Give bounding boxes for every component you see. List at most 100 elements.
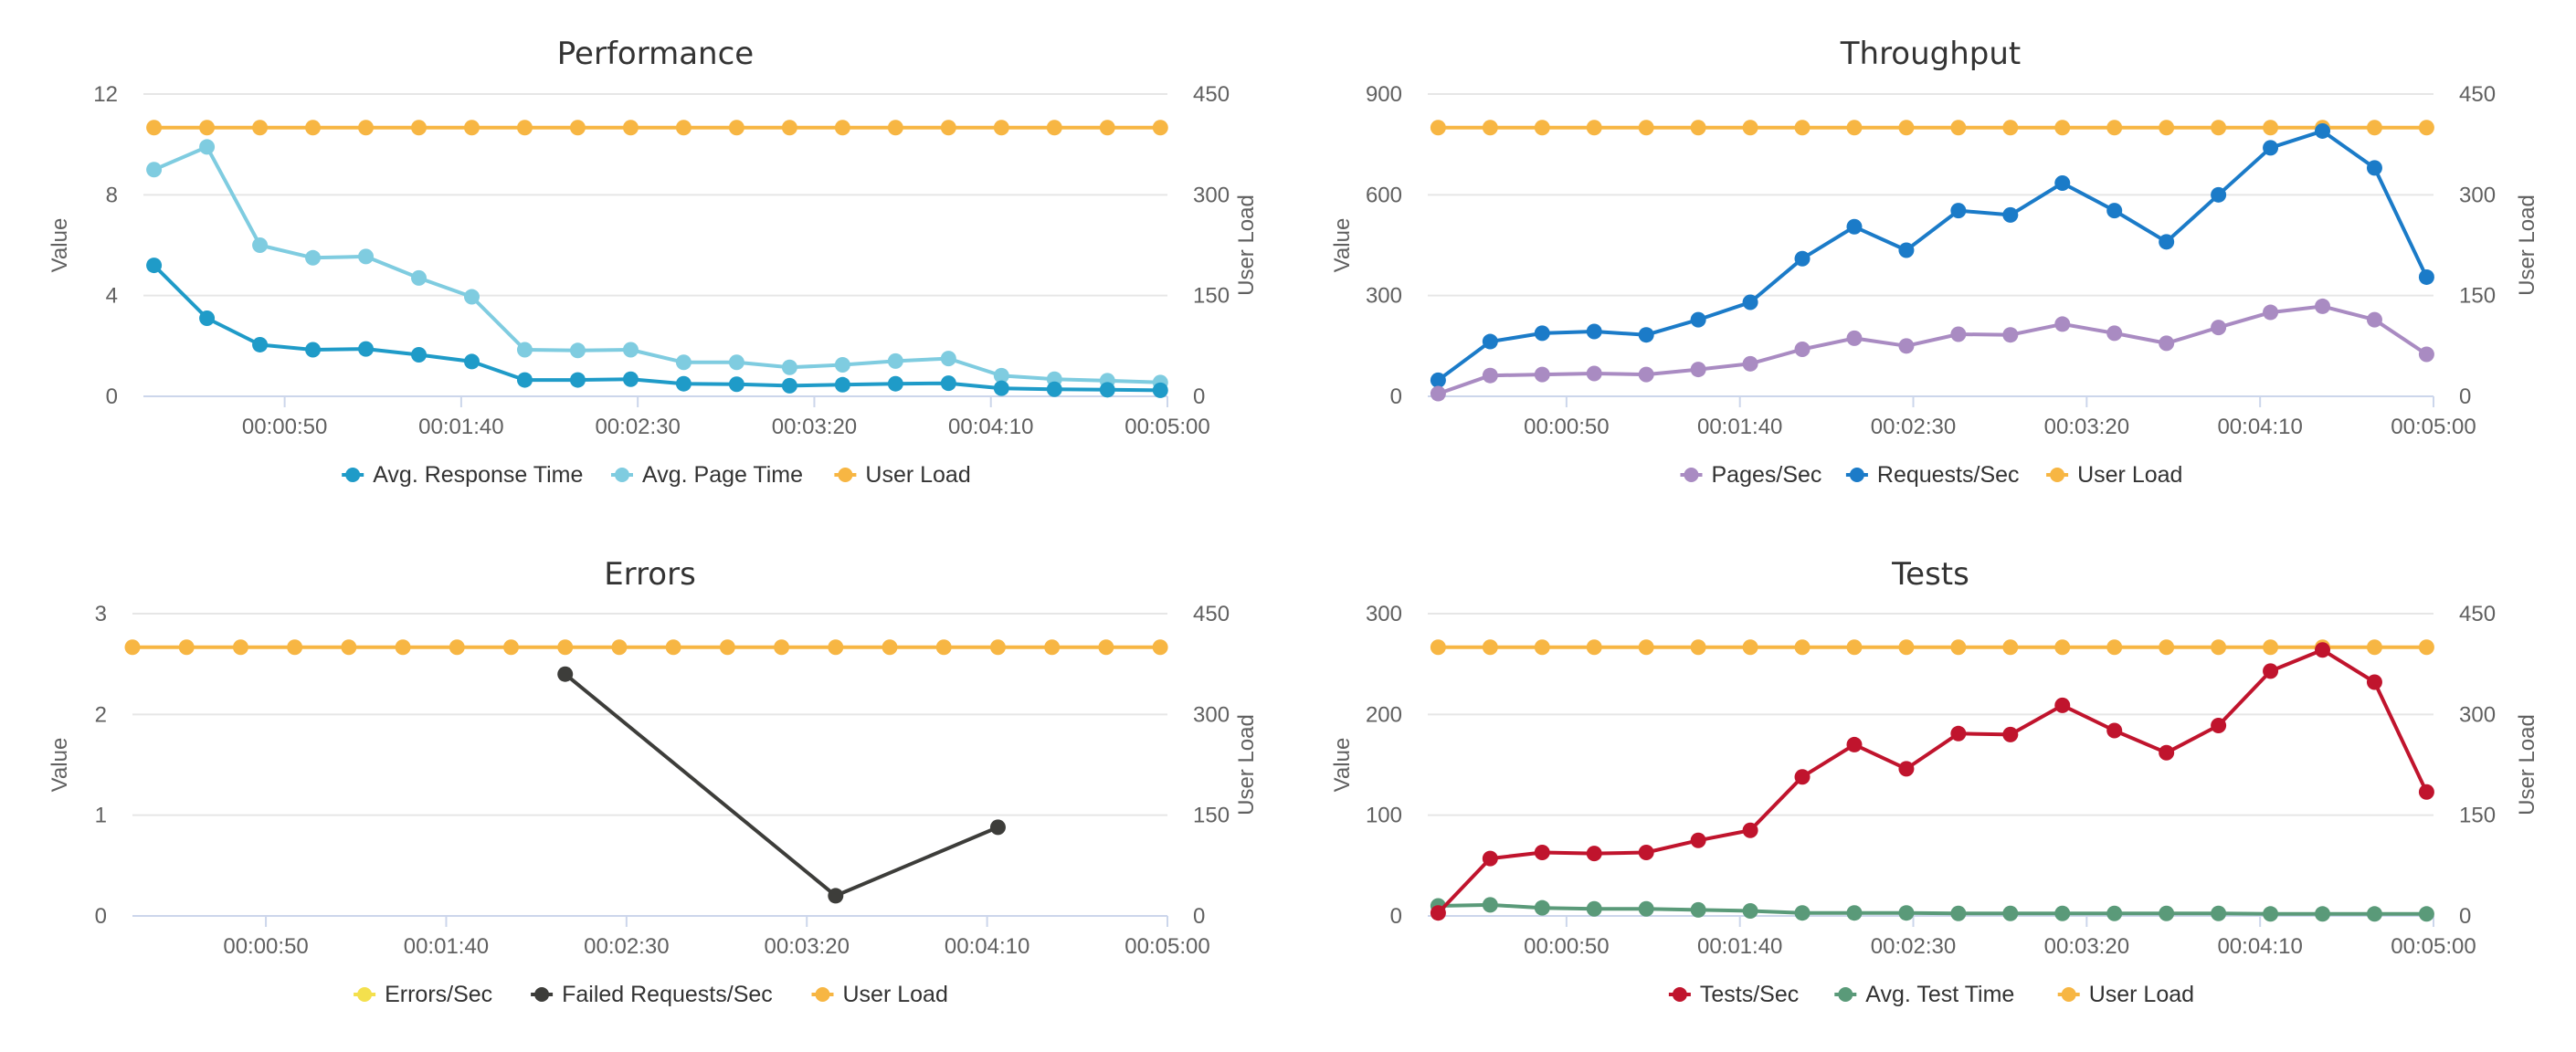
data-point[interactable] bbox=[124, 639, 141, 656]
data-point[interactable] bbox=[1152, 382, 1168, 398]
data-point[interactable] bbox=[2366, 674, 2382, 690]
data-point[interactable] bbox=[411, 269, 428, 286]
data-point[interactable] bbox=[557, 666, 574, 682]
data-point[interactable] bbox=[2211, 320, 2227, 336]
data-point[interactable] bbox=[2263, 140, 2279, 156]
data-point[interactable] bbox=[463, 353, 480, 370]
data-point[interactable] bbox=[1950, 203, 1967, 219]
data-point[interactable] bbox=[675, 375, 692, 392]
data-point[interactable] bbox=[358, 248, 375, 265]
data-point[interactable] bbox=[2159, 905, 2175, 921]
data-point[interactable] bbox=[2263, 120, 2279, 136]
data-point[interactable] bbox=[1044, 639, 1061, 656]
data-point[interactable] bbox=[1482, 333, 1498, 350]
data-point[interactable] bbox=[1794, 342, 1811, 358]
data-point[interactable] bbox=[1742, 294, 1758, 310]
data-point[interactable] bbox=[828, 639, 844, 656]
data-point[interactable] bbox=[887, 352, 903, 369]
data-point[interactable] bbox=[611, 639, 628, 656]
data-point[interactable] bbox=[665, 639, 681, 656]
legend-item-tests-sec[interactable]: Tests/Sec bbox=[1668, 982, 1799, 1007]
data-point[interactable] bbox=[2366, 639, 2382, 656]
data-point[interactable] bbox=[2002, 120, 2019, 136]
data-point[interactable] bbox=[940, 351, 956, 367]
data-point[interactable] bbox=[1690, 901, 1706, 918]
data-point[interactable] bbox=[675, 120, 692, 136]
data-point[interactable] bbox=[1950, 639, 1967, 656]
data-point[interactable] bbox=[1794, 905, 1811, 921]
data-point[interactable] bbox=[989, 639, 1006, 656]
data-point[interactable] bbox=[2315, 642, 2331, 658]
data-point[interactable] bbox=[252, 120, 269, 136]
data-point[interactable] bbox=[1638, 120, 1654, 136]
data-point[interactable] bbox=[2418, 784, 2434, 800]
data-point[interactable] bbox=[2159, 744, 2175, 761]
data-point[interactable] bbox=[728, 354, 744, 371]
data-point[interactable] bbox=[993, 380, 1009, 396]
legend-item-requests-sec[interactable]: Requests/Sec bbox=[1845, 462, 2020, 488]
data-point[interactable] bbox=[2211, 120, 2227, 136]
data-point[interactable] bbox=[2002, 726, 2019, 742]
data-point[interactable] bbox=[2315, 906, 2331, 922]
data-point[interactable] bbox=[887, 375, 903, 392]
data-point[interactable] bbox=[1690, 832, 1706, 848]
data-point[interactable] bbox=[2418, 639, 2434, 656]
data-point[interactable] bbox=[1586, 365, 1602, 382]
data-point[interactable] bbox=[2211, 186, 2227, 203]
data-point[interactable] bbox=[1794, 769, 1811, 785]
data-point[interactable] bbox=[1430, 385, 1446, 402]
data-point[interactable] bbox=[411, 120, 428, 136]
data-point[interactable] bbox=[2054, 174, 2071, 191]
data-point[interactable] bbox=[834, 357, 850, 373]
data-point[interactable] bbox=[463, 120, 480, 136]
data-point[interactable] bbox=[2002, 905, 2019, 921]
data-point[interactable] bbox=[232, 639, 248, 656]
data-point[interactable] bbox=[781, 120, 797, 136]
data-point[interactable] bbox=[1742, 822, 1758, 838]
data-point[interactable] bbox=[2054, 905, 2071, 921]
data-point[interactable] bbox=[516, 372, 533, 388]
data-point[interactable] bbox=[1898, 905, 1915, 921]
data-point[interactable] bbox=[178, 639, 195, 656]
data-point[interactable] bbox=[1586, 900, 1602, 917]
data-point[interactable] bbox=[252, 237, 269, 253]
legend-item-errors-sec[interactable]: Errors/Sec bbox=[354, 982, 492, 1007]
data-point[interactable] bbox=[1794, 120, 1811, 136]
data-point[interactable] bbox=[146, 120, 163, 136]
data-point[interactable] bbox=[1046, 120, 1062, 136]
data-point[interactable] bbox=[2315, 122, 2331, 139]
data-point[interactable] bbox=[774, 639, 790, 656]
data-point[interactable] bbox=[1586, 323, 1602, 340]
data-point[interactable] bbox=[834, 120, 850, 136]
data-point[interactable] bbox=[728, 376, 744, 393]
data-point[interactable] bbox=[781, 377, 797, 394]
data-point[interactable] bbox=[989, 819, 1006, 836]
data-point[interactable] bbox=[2159, 335, 2175, 352]
data-point[interactable] bbox=[2002, 639, 2019, 656]
data-point[interactable] bbox=[887, 120, 903, 136]
legend-item-avg-response-time[interactable]: Avg. Response Time bbox=[342, 462, 583, 488]
data-point[interactable] bbox=[2418, 346, 2434, 363]
data-point[interactable] bbox=[1898, 120, 1915, 136]
data-point[interactable] bbox=[1690, 639, 1706, 656]
data-point[interactable] bbox=[2366, 311, 2382, 328]
data-point[interactable] bbox=[358, 341, 375, 357]
data-point[interactable] bbox=[199, 139, 216, 155]
data-point[interactable] bbox=[834, 376, 850, 393]
data-point[interactable] bbox=[2418, 906, 2434, 922]
data-point[interactable] bbox=[1846, 218, 1863, 235]
data-point[interactable] bbox=[940, 120, 956, 136]
data-point[interactable] bbox=[1950, 725, 1967, 742]
data-point[interactable] bbox=[2315, 298, 2331, 314]
data-point[interactable] bbox=[1099, 120, 1115, 136]
data-point[interactable] bbox=[1742, 120, 1758, 136]
data-point[interactable] bbox=[2106, 722, 2123, 739]
data-point[interactable] bbox=[1690, 120, 1706, 136]
data-point[interactable] bbox=[2211, 717, 2227, 733]
data-point[interactable] bbox=[2106, 639, 2123, 656]
data-point[interactable] bbox=[1430, 639, 1446, 656]
data-point[interactable] bbox=[1690, 311, 1706, 328]
data-point[interactable] bbox=[569, 372, 586, 388]
data-point[interactable] bbox=[1742, 902, 1758, 919]
data-point[interactable] bbox=[1950, 120, 1967, 136]
